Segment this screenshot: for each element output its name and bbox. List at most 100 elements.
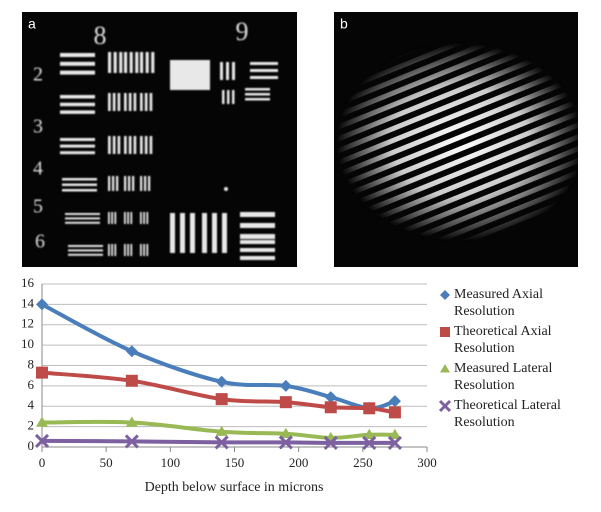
- target-bar: [212, 213, 217, 253]
- marker: [279, 379, 292, 392]
- target-label: 5: [33, 196, 43, 218]
- series-line: [41, 302, 396, 411]
- target-bar: [124, 212, 126, 224]
- target-bar: [117, 136, 121, 154]
- target-bar: [144, 136, 148, 154]
- target-bar: [245, 88, 270, 91]
- target-bar: [245, 93, 270, 96]
- target-bar: [62, 189, 97, 192]
- target-label: 9: [236, 17, 249, 46]
- target-bar: [124, 93, 127, 111]
- target-bar: [144, 93, 148, 111]
- target-bar: [129, 52, 133, 73]
- legend-item: Measured Axial Resolution: [438, 286, 598, 320]
- x-axis-label: Depth below surface in microns: [145, 480, 324, 495]
- target-bar: [190, 213, 195, 253]
- target-bar: [60, 110, 95, 114]
- target-bar: [62, 178, 97, 181]
- target-bar: [133, 93, 137, 111]
- marker: [363, 402, 376, 415]
- x-tick-label: 100: [161, 455, 181, 470]
- y-tick-label: 4: [28, 397, 35, 412]
- legend-marker: [438, 399, 452, 413]
- target-bar: [130, 244, 133, 256]
- target-bar: [124, 52, 128, 73]
- target-label: 3: [33, 116, 43, 138]
- legend-item: Measured Lateral Resolution: [438, 360, 598, 394]
- target-bar: [130, 212, 133, 224]
- target-bar: [68, 253, 103, 256]
- marker: [36, 298, 48, 311]
- target-bar: [140, 136, 143, 154]
- target-bar: [240, 248, 275, 252]
- target-bar: [226, 62, 229, 80]
- target-label: 8: [94, 21, 107, 50]
- target-label: 2: [33, 64, 43, 86]
- y-tick-label: 12: [21, 316, 34, 331]
- target-bar: [140, 93, 143, 111]
- legend-label: Theoretical Lateral Resolution: [454, 398, 561, 430]
- y-tick-label: 14: [21, 295, 35, 310]
- target-bar: [222, 90, 225, 104]
- target-bar: [60, 151, 95, 155]
- y-tick-label: 2: [28, 418, 35, 433]
- target-bar: [140, 52, 144, 73]
- legend-label: Measured Axial Resolution: [454, 287, 544, 319]
- target-bar: [128, 136, 132, 154]
- target-bar: [245, 98, 270, 101]
- target-bar: [149, 136, 153, 154]
- target-bar: [240, 256, 275, 260]
- legend-marker: [440, 364, 450, 373]
- legend-item: Theoretical Axial Resolution: [438, 323, 598, 357]
- target-bar: [132, 176, 135, 191]
- marker: [363, 428, 376, 439]
- target-bar: [108, 176, 111, 191]
- target-bar: [60, 95, 95, 99]
- panel-label: b: [340, 16, 348, 32]
- target-bar: [148, 176, 151, 191]
- marker: [34, 433, 50, 448]
- legend-item: Theoretical Lateral Resolution: [438, 397, 598, 431]
- target-bar: [127, 212, 129, 224]
- target-bar: [111, 212, 113, 224]
- target-dot: [224, 187, 228, 191]
- target-bar: [146, 244, 149, 256]
- target-bar: [250, 69, 278, 72]
- x-tick-label: 300: [417, 455, 437, 470]
- marker: [388, 406, 401, 419]
- target-bar: [68, 245, 103, 247]
- target-label: 4: [33, 158, 43, 180]
- target-bar: [114, 244, 117, 256]
- target-bar: [111, 244, 113, 256]
- fringe-pattern: [335, 42, 585, 242]
- marker: [36, 366, 48, 379]
- target-bar: [250, 62, 278, 65]
- target-bar: [60, 102, 95, 107]
- target-bar: [133, 136, 137, 154]
- target-bar: [144, 176, 147, 191]
- target-bar: [114, 212, 117, 224]
- target-bar: [220, 62, 223, 80]
- marker: [36, 416, 48, 427]
- target-bar: [143, 244, 145, 256]
- y-tick-label: 8: [28, 356, 35, 371]
- panel-label: a: [28, 16, 36, 32]
- legend-label: Theoretical Axial Resolution: [454, 324, 552, 356]
- target-square: [170, 60, 210, 90]
- marker: [279, 427, 292, 438]
- marker: [438, 399, 452, 413]
- target-bar: [108, 212, 110, 224]
- x-tick-label: 50: [100, 455, 113, 470]
- marker: [440, 290, 450, 300]
- marker: [323, 435, 338, 450]
- target-bar: [240, 234, 275, 239]
- target-bar: [124, 136, 127, 154]
- target-bar: [240, 212, 275, 217]
- target-bar: [116, 176, 119, 191]
- target-bar: [108, 244, 110, 256]
- target-bar: [60, 70, 95, 75]
- target-bar: [128, 93, 132, 111]
- legend-marker: [440, 290, 450, 300]
- y-tick-label: 10: [21, 336, 34, 351]
- marker: [388, 428, 401, 439]
